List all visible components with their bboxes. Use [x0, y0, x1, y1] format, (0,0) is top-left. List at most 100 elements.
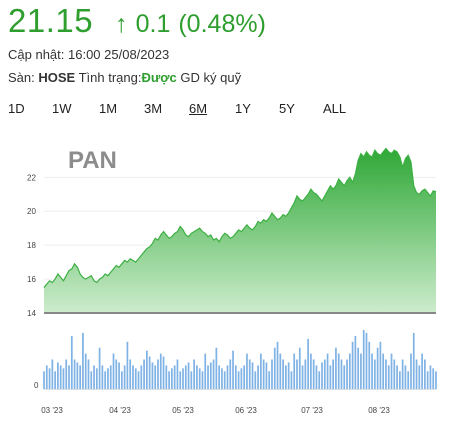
volume-bar [198, 368, 201, 389]
volume-bar [132, 365, 134, 389]
volume-bar [260, 353, 262, 389]
volume-bar [65, 359, 68, 389]
volume-bar [82, 332, 84, 389]
volume-bar [410, 353, 412, 389]
volume-bar [146, 350, 148, 389]
volume-bar [45, 365, 48, 389]
volume-bar [218, 365, 220, 389]
volume-bar [173, 365, 176, 389]
volume-bar [43, 371, 45, 389]
volume-bar [435, 371, 437, 389]
range-1d[interactable]: 1D [8, 101, 25, 116]
volume-bar [93, 365, 95, 389]
updated-value: 16:00 25/08/2023 [68, 47, 170, 62]
volume-bar [234, 365, 237, 389]
range-all[interactable]: ALL [323, 101, 347, 116]
volume-bar [137, 371, 140, 389]
volume-bar [73, 359, 76, 389]
volume-bar [182, 368, 184, 389]
volume-bar [379, 341, 382, 389]
volume-bar [337, 353, 340, 389]
volume-bar [193, 359, 195, 389]
volume-bar [271, 359, 273, 389]
change-value: 0.1 [135, 10, 171, 38]
volume-bar [57, 362, 59, 389]
volume-bar [387, 365, 390, 389]
volume-bar [296, 359, 298, 389]
volume-bar [390, 353, 393, 389]
volume-bar [229, 359, 232, 389]
volume-bar [187, 362, 190, 389]
volume-bar [171, 368, 173, 389]
volume-tick-label: 0 [34, 381, 39, 390]
x-tick-label: 04 '23 [109, 406, 131, 415]
volume-bar [90, 371, 93, 389]
volume-bar [207, 365, 209, 389]
volume-bar [360, 353, 362, 389]
volume-bar [109, 365, 112, 389]
volume-bar [376, 347, 379, 389]
volume-bar [399, 371, 401, 389]
volume-bar [157, 359, 159, 389]
volume-bar [307, 338, 309, 389]
volume-bar [318, 371, 321, 389]
range-1y[interactable]: 1Y [235, 101, 251, 116]
volume-bar [201, 371, 204, 389]
exchange-info: Sàn: HOSE Tình trạng:Được GD ký quỹ [8, 70, 241, 85]
volume-bar [415, 359, 418, 389]
range-3m[interactable]: 3M [144, 101, 163, 116]
volume-bar [282, 359, 284, 389]
volume-bar [304, 359, 307, 389]
volume-bar [176, 359, 179, 389]
y-tick-label: 22 [27, 173, 36, 182]
volume-bar [365, 332, 368, 389]
volume-bar [95, 368, 98, 389]
volume-bar [123, 365, 126, 389]
volume-bar [237, 371, 240, 389]
price-area [44, 148, 436, 313]
volume-bar [371, 353, 373, 389]
volume-bar [315, 365, 318, 389]
volume-bar [140, 365, 143, 389]
volume-bar [321, 362, 323, 389]
volume-bar [115, 359, 118, 389]
volume-bar [159, 353, 162, 389]
range-1w[interactable]: 1W [52, 101, 72, 116]
volume-bar [362, 330, 365, 389]
exchange-label: Sàn: [8, 70, 35, 85]
range-1m[interactable]: 1M [99, 101, 118, 116]
volume-bar [393, 359, 396, 389]
volume-bar [293, 353, 296, 389]
volume-bar [215, 347, 218, 389]
current-price: 21.15 [8, 2, 94, 39]
volume-bar [412, 332, 415, 389]
volume-bar [287, 362, 290, 389]
volume-bar [98, 347, 101, 389]
volume-bar [226, 365, 229, 389]
volume-bar [332, 359, 334, 389]
volume-bar [346, 359, 348, 389]
x-tick-label: 06 '23 [235, 406, 257, 415]
volume-bar [248, 359, 251, 389]
volume-bar [323, 359, 326, 389]
volume-bar [301, 365, 304, 389]
volume-bar [424, 359, 426, 389]
volume-bar [143, 359, 145, 389]
volume-bar [312, 359, 315, 389]
volume-bar [84, 353, 87, 389]
range-5y[interactable]: 5Y [279, 101, 295, 116]
volume-bar [112, 353, 115, 389]
up-arrow-icon: ↑ [115, 10, 128, 38]
volume-bar [298, 347, 301, 389]
volume-bar [59, 365, 62, 389]
volume-bar [212, 359, 215, 389]
range-6m[interactable]: 6M [189, 101, 208, 116]
x-tick-label: 05 '23 [172, 406, 194, 415]
volume-bar [310, 353, 312, 389]
volume-bar [179, 371, 182, 389]
volume-bar [120, 371, 123, 389]
volume-bar [221, 368, 223, 389]
volume-bar [246, 353, 248, 389]
volume-bar [426, 371, 429, 389]
